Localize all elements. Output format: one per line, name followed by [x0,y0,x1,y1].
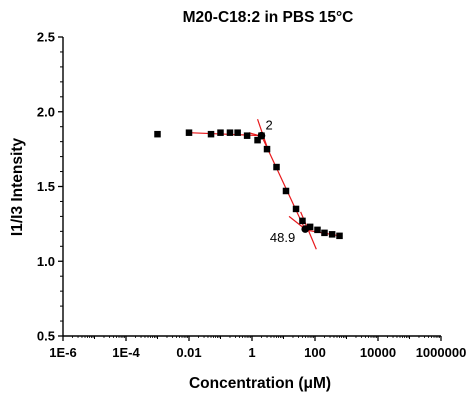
data-point [273,163,280,171]
data-point [328,231,336,238]
data-point [306,223,314,231]
data-point [217,129,224,136]
x-tick-label: 1E-6 [49,345,76,360]
data-point [234,129,241,136]
data-point [263,145,271,153]
x-tick-label: 10000 [360,345,396,360]
y-axis-label: I1/I3 Intensity [9,138,26,237]
x-tick-label: 100 [304,345,326,360]
x-tick-label: 1E-4 [112,345,140,360]
data-point [207,130,215,138]
x-axis-label: Concentration (μM) [189,375,331,392]
data-point [154,130,161,138]
x-tick-label: 0.01 [176,345,201,360]
data-point [185,129,193,136]
axes: 0.5 1.0 1.5 2.0 2.5 1E-6 1E-4 0.01 1 100 10000 1000… [37,30,466,361]
y-tick-label: 0.5 [37,329,55,344]
data-point [282,187,290,195]
annotation-label: 2 [265,118,272,133]
y-tick-label: 1.0 [37,254,55,269]
annotation-label: 48.9 [270,230,295,245]
x-tick-label: 1000000 [416,345,467,360]
plot-area: 248.9 [154,118,343,250]
data-point [226,129,234,136]
data-point [321,229,328,237]
data-point [314,226,321,234]
y-tick-label: 2.0 [37,104,55,119]
y-tick-label: 1.5 [37,179,55,194]
data-point [292,205,300,213]
intersection-point [301,225,310,233]
x-tick-label: 1 [248,345,255,360]
y-tick-label: 2.5 [37,30,55,45]
data-point [336,232,343,240]
data-point [254,136,261,144]
chart-title: M20-C18:2 in PBS 15°C [183,9,354,26]
intersection-point [257,131,266,140]
data-point [243,132,251,139]
data-point [299,217,306,225]
